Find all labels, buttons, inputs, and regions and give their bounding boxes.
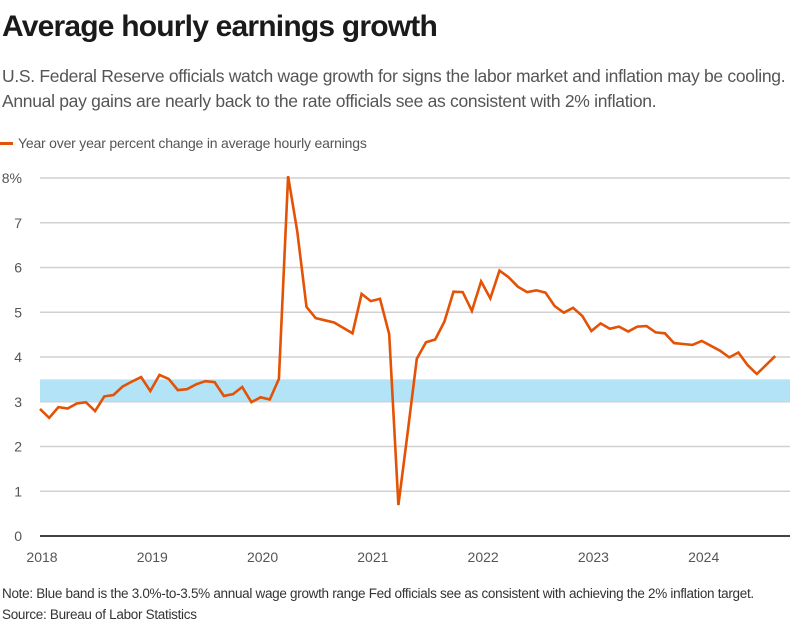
x-tick-label: 2023 xyxy=(578,549,609,565)
chart-subtitle: U.S. Federal Reserve officials watch wag… xyxy=(2,66,786,111)
y-tick-label: 1 xyxy=(14,483,22,499)
series-layer xyxy=(39,175,777,506)
y-tick-label: 6 xyxy=(14,260,22,276)
series-line xyxy=(39,175,777,506)
y-tick-label: 7 xyxy=(14,215,22,231)
y-tick-label: 3 xyxy=(14,394,22,410)
x-axis-ticks: 2018 2019 2020 2021 2022 2023 2024 xyxy=(26,549,719,565)
x-tick-label: 2018 xyxy=(26,549,57,565)
y-tick-label: 2 xyxy=(14,439,22,455)
x-tick-label: 2021 xyxy=(357,549,388,565)
chart-note: Note: Blue band is the 3.0%-to-3.5% annu… xyxy=(2,586,754,601)
line-chart: 0 1 2 3 4 5 6 7 8% 2018 2019 2020 2021 2022 2023 2024 xyxy=(2,170,790,565)
y-tick-label: 0 xyxy=(14,528,22,544)
legend: Year over year percent change in average… xyxy=(0,135,367,151)
x-tick-label: 2024 xyxy=(688,549,719,565)
chart-source: Source: Bureau of Labor Statistics xyxy=(2,607,197,622)
y-tick-label: 4 xyxy=(14,349,22,365)
legend-line-swatch xyxy=(0,141,13,145)
chart-title: Average hourly earnings growth xyxy=(2,10,438,43)
gridlines xyxy=(40,177,790,537)
legend-label: Year over year percent change in average… xyxy=(18,135,367,151)
y-tick-label: 5 xyxy=(14,304,22,320)
x-tick-label: 2022 xyxy=(468,549,499,565)
y-axis-ticks: 0 1 2 3 4 5 6 7 8% xyxy=(2,170,22,544)
x-tick-label: 2019 xyxy=(137,549,168,565)
x-tick-label: 2020 xyxy=(247,549,278,565)
y-tick-label: 8% xyxy=(2,170,22,186)
